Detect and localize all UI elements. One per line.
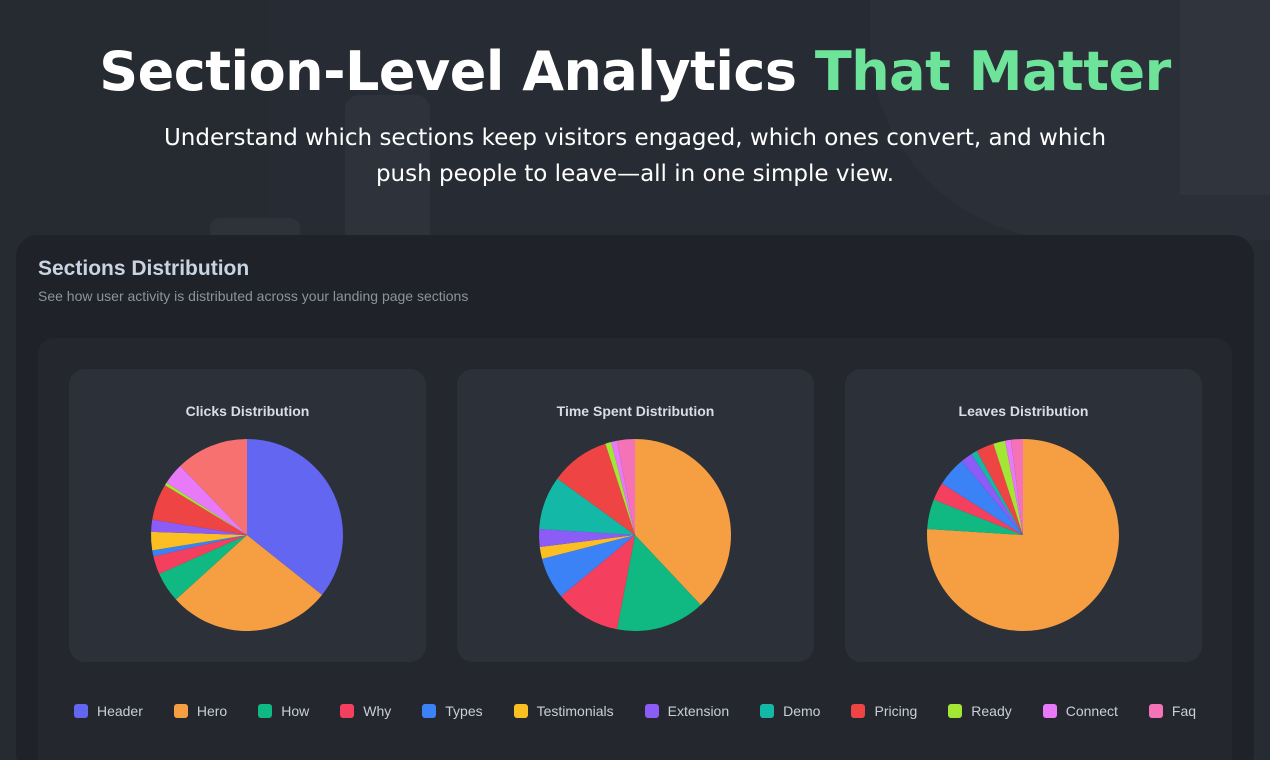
legend-swatch [258,704,273,718]
pie-slice-extension[interactable] [539,528,635,548]
legend-swatch [644,704,659,718]
legend-item-connect[interactable]: Connect [1042,700,1118,722]
legend-label: Hero [196,703,228,719]
pie-slice-testimonials[interactable] [151,531,247,551]
pie-slice-why[interactable] [561,535,635,630]
legend-swatch [173,704,188,718]
pie-slice-connect[interactable] [611,440,635,535]
legend-item-extension[interactable]: Extension [644,700,730,722]
time-spent-card: Time Spent Distribution [457,369,814,662]
leaves-card: Leaves Distribution [845,369,1202,662]
legend-label: Faq [1171,703,1197,719]
legend-label: Ready [971,703,1012,719]
pie-slice-how[interactable] [617,535,701,631]
clicks-pie-chart [151,439,343,631]
legend-swatch [760,704,775,718]
legend-item-why[interactable]: Why [340,700,391,722]
pie-slice-ready[interactable] [993,440,1023,535]
pie-slice-types[interactable] [542,535,635,597]
pie-slice-faq[interactable] [1010,439,1023,535]
page-subtitle: Understand which sections keep visitors … [163,125,1107,187]
legend-swatch [422,704,437,718]
pie-slice-header[interactable] [247,439,343,595]
legend-swatch [851,704,866,718]
chart-title: Leaves Distribution [958,403,1089,419]
pie-slice-how[interactable] [927,499,1023,535]
chart-title: Time Spent Distribution [556,403,715,419]
legend-label: Types [445,703,483,719]
bg-shape [345,95,430,260]
legend-item-types[interactable]: Types [422,700,483,722]
time-spent-pie-chart [539,439,731,631]
pie-slice-pricing[interactable] [557,443,635,535]
pie-slice-ready[interactable] [164,482,247,535]
pie-slice-testimonials[interactable] [539,535,635,559]
legend-item-header[interactable]: Header [73,700,143,722]
pie-slice-extension[interactable] [961,453,1023,535]
legend-item-hero[interactable]: Hero [173,700,228,722]
legend-swatch [1042,704,1057,718]
pie-slice-types[interactable] [941,461,1023,535]
panel-title: Sections Distribution [38,257,250,280]
pie-slice-hero[interactable] [635,439,731,605]
legend-swatch [340,704,355,718]
chart-title: Clicks Distribution [185,403,310,419]
pie-slice-pricing[interactable] [976,443,1023,535]
legend-item-testimonials[interactable]: Testimonials [513,700,614,722]
legend-label: Why [363,703,392,719]
legend-label: Header [96,703,143,719]
pie-slice-demo[interactable] [971,450,1023,535]
leaves-pie-chart [927,439,1119,631]
pie-slice-connect[interactable] [166,466,247,535]
legend-item-ready[interactable]: Ready [948,700,1012,722]
bg-shape [1180,0,1270,195]
legend-item-how[interactable]: How [258,700,309,722]
legend-swatch [948,704,963,718]
legend-label: Pricing [874,703,918,719]
pie-slice-types[interactable] [152,535,247,557]
pie-slice-ready[interactable] [605,442,635,535]
chart-legend: Header Hero How Why Types Testimonials Extensi… [0,700,1270,722]
legend-item-pricing[interactable]: Pricing [851,700,917,722]
page-title: Section-Level Analytics That Matter [0,40,1270,103]
pie-slice-connect[interactable] [1005,439,1023,535]
legend-label: Connect [1065,703,1118,719]
legend-label: How [281,703,310,719]
pie-slice-faq[interactable] [617,439,635,535]
pie-slice-faq[interactable] [180,439,247,535]
legend-label: Demo [783,703,821,719]
title-accent: That Matter [814,40,1171,103]
pie-slice-extension[interactable] [151,519,247,535]
legend-item-demo[interactable]: Demo [760,700,820,722]
legend-item-faq[interactable]: Faq [1148,700,1197,722]
panel-subtitle: See how user activity is distributed acr… [38,288,469,304]
legend-swatch [513,704,528,718]
pie-slice-hero[interactable] [175,535,323,631]
pie-slice-how[interactable] [159,535,247,600]
pie-slice-demo[interactable] [539,478,635,535]
pie-slice-why[interactable] [933,483,1023,535]
legend-swatch [1148,704,1163,718]
legend-label: Testimonials [536,703,614,719]
pie-slice-why[interactable] [153,535,247,574]
clicks-card: Clicks Distribution [69,369,426,662]
pie-slice-pricing[interactable] [152,485,247,535]
title-main: Section-Level Analytics [99,40,797,103]
legend-swatch [73,704,88,718]
legend-label: Extension [667,703,730,719]
